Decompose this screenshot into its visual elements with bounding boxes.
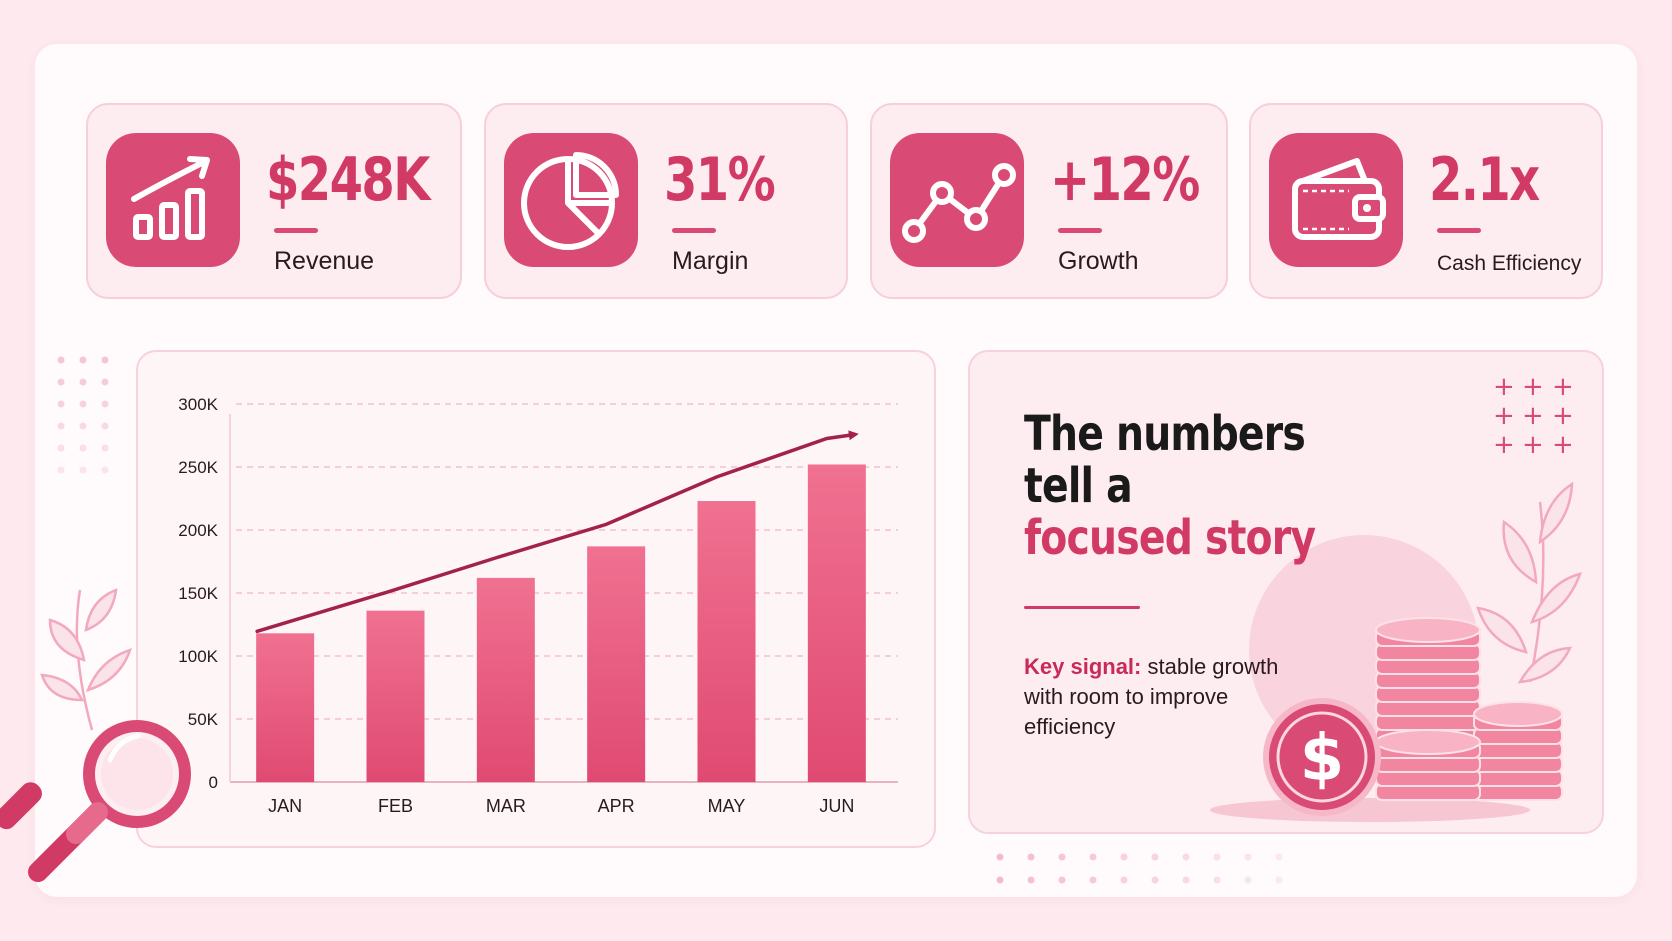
key-signal: Key signal: stable growth with room to i… (1024, 652, 1314, 742)
coin (1375, 713, 1481, 731)
kpi-value: 2.1x (1429, 145, 1540, 215)
x-tick-label: FEB (378, 796, 413, 816)
leaf-icon (1476, 481, 1582, 684)
coin (1375, 741, 1481, 759)
pie-chart-icon (504, 133, 638, 267)
kpi-card-margin: 31% Margin (484, 103, 848, 299)
kpi-label: Revenue (274, 247, 375, 275)
story-divider (1024, 606, 1140, 609)
coin-top (1375, 729, 1481, 755)
x-tick-label: JUN (819, 796, 854, 816)
wallet-icon (1269, 133, 1403, 267)
key-signal-text: stable growth with room to improve effic… (1024, 654, 1279, 739)
story-title-line1: The numbers (1024, 406, 1306, 462)
y-tick-label: 200K (178, 521, 218, 540)
kpi-card-cash-efficiency: 2.1x Cash Efficiency (1249, 103, 1603, 299)
bar-may (697, 501, 756, 782)
coin (1375, 783, 1481, 801)
kpi-value: $248K (266, 145, 430, 215)
coin (1375, 629, 1481, 647)
kpi-divider (274, 228, 318, 233)
bar-chart-card: 0 50K 100K 150K 200K 250K 300K JAN FEB MAR APR MAY… (136, 350, 936, 848)
bar-chart: 0 50K 100K 150K 200K 250K 300K JAN FEB MAR APR MAY… (178, 395, 898, 816)
kpi-card-growth: +12% Growth (870, 103, 1228, 299)
coin (1375, 643, 1481, 661)
key-signal-label: Key signal: (1024, 654, 1142, 679)
kpi-value: 31% (664, 145, 776, 215)
story-title-line3: focused story (1024, 510, 1316, 566)
bar-jan (256, 633, 315, 782)
kpi-value: +12% (1050, 145, 1200, 215)
coin (1473, 755, 1563, 773)
coin (1473, 741, 1563, 759)
bar-apr (587, 546, 646, 782)
story-title-line2: tell a (1024, 458, 1133, 514)
y-tick-label: 0 (209, 773, 218, 792)
coin (1375, 657, 1481, 675)
coin (1375, 727, 1481, 745)
coin (1375, 783, 1481, 801)
y-tick-label: 50K (188, 710, 219, 729)
line-trend-icon (890, 133, 1024, 267)
x-tick-label: JAN (268, 796, 302, 816)
x-tick-label: MAR (486, 796, 526, 816)
coin (1473, 769, 1563, 787)
coin (1375, 699, 1481, 717)
coin-top (1375, 617, 1481, 643)
coin (1375, 685, 1481, 703)
coin-stack-icon (1375, 617, 1563, 801)
coin (1375, 755, 1481, 773)
trend-arrow (255, 430, 859, 634)
bar-feb (366, 610, 425, 782)
y-tick-label: 150K (178, 584, 218, 603)
coin (1375, 741, 1481, 759)
coin-top (1473, 701, 1563, 727)
bar-chart-growth-icon (106, 133, 240, 267)
coin (1375, 671, 1481, 689)
kpi-card-revenue: $248K Revenue (86, 103, 462, 299)
x-tick-label: MAY (708, 796, 746, 816)
kpi-divider (1437, 228, 1481, 233)
x-tick-label: APR (598, 796, 635, 816)
coin (1375, 769, 1481, 787)
coin (1375, 755, 1481, 773)
kpi-divider (672, 228, 716, 233)
coin (1473, 727, 1563, 745)
kpi-label: Growth (1058, 247, 1139, 275)
coin (1473, 783, 1563, 801)
coin (1375, 769, 1481, 787)
coin (1473, 713, 1563, 731)
y-tick-label: 300K (178, 395, 218, 414)
kpi-label: Margin (672, 247, 749, 275)
bar-jun (807, 464, 866, 782)
y-tick-label: 250K (178, 458, 218, 477)
y-tick-label: 100K (178, 647, 218, 666)
kpi-divider (1058, 228, 1102, 233)
bar-mar (476, 577, 535, 782)
kpi-label: Cash Efficiency (1437, 252, 1582, 275)
